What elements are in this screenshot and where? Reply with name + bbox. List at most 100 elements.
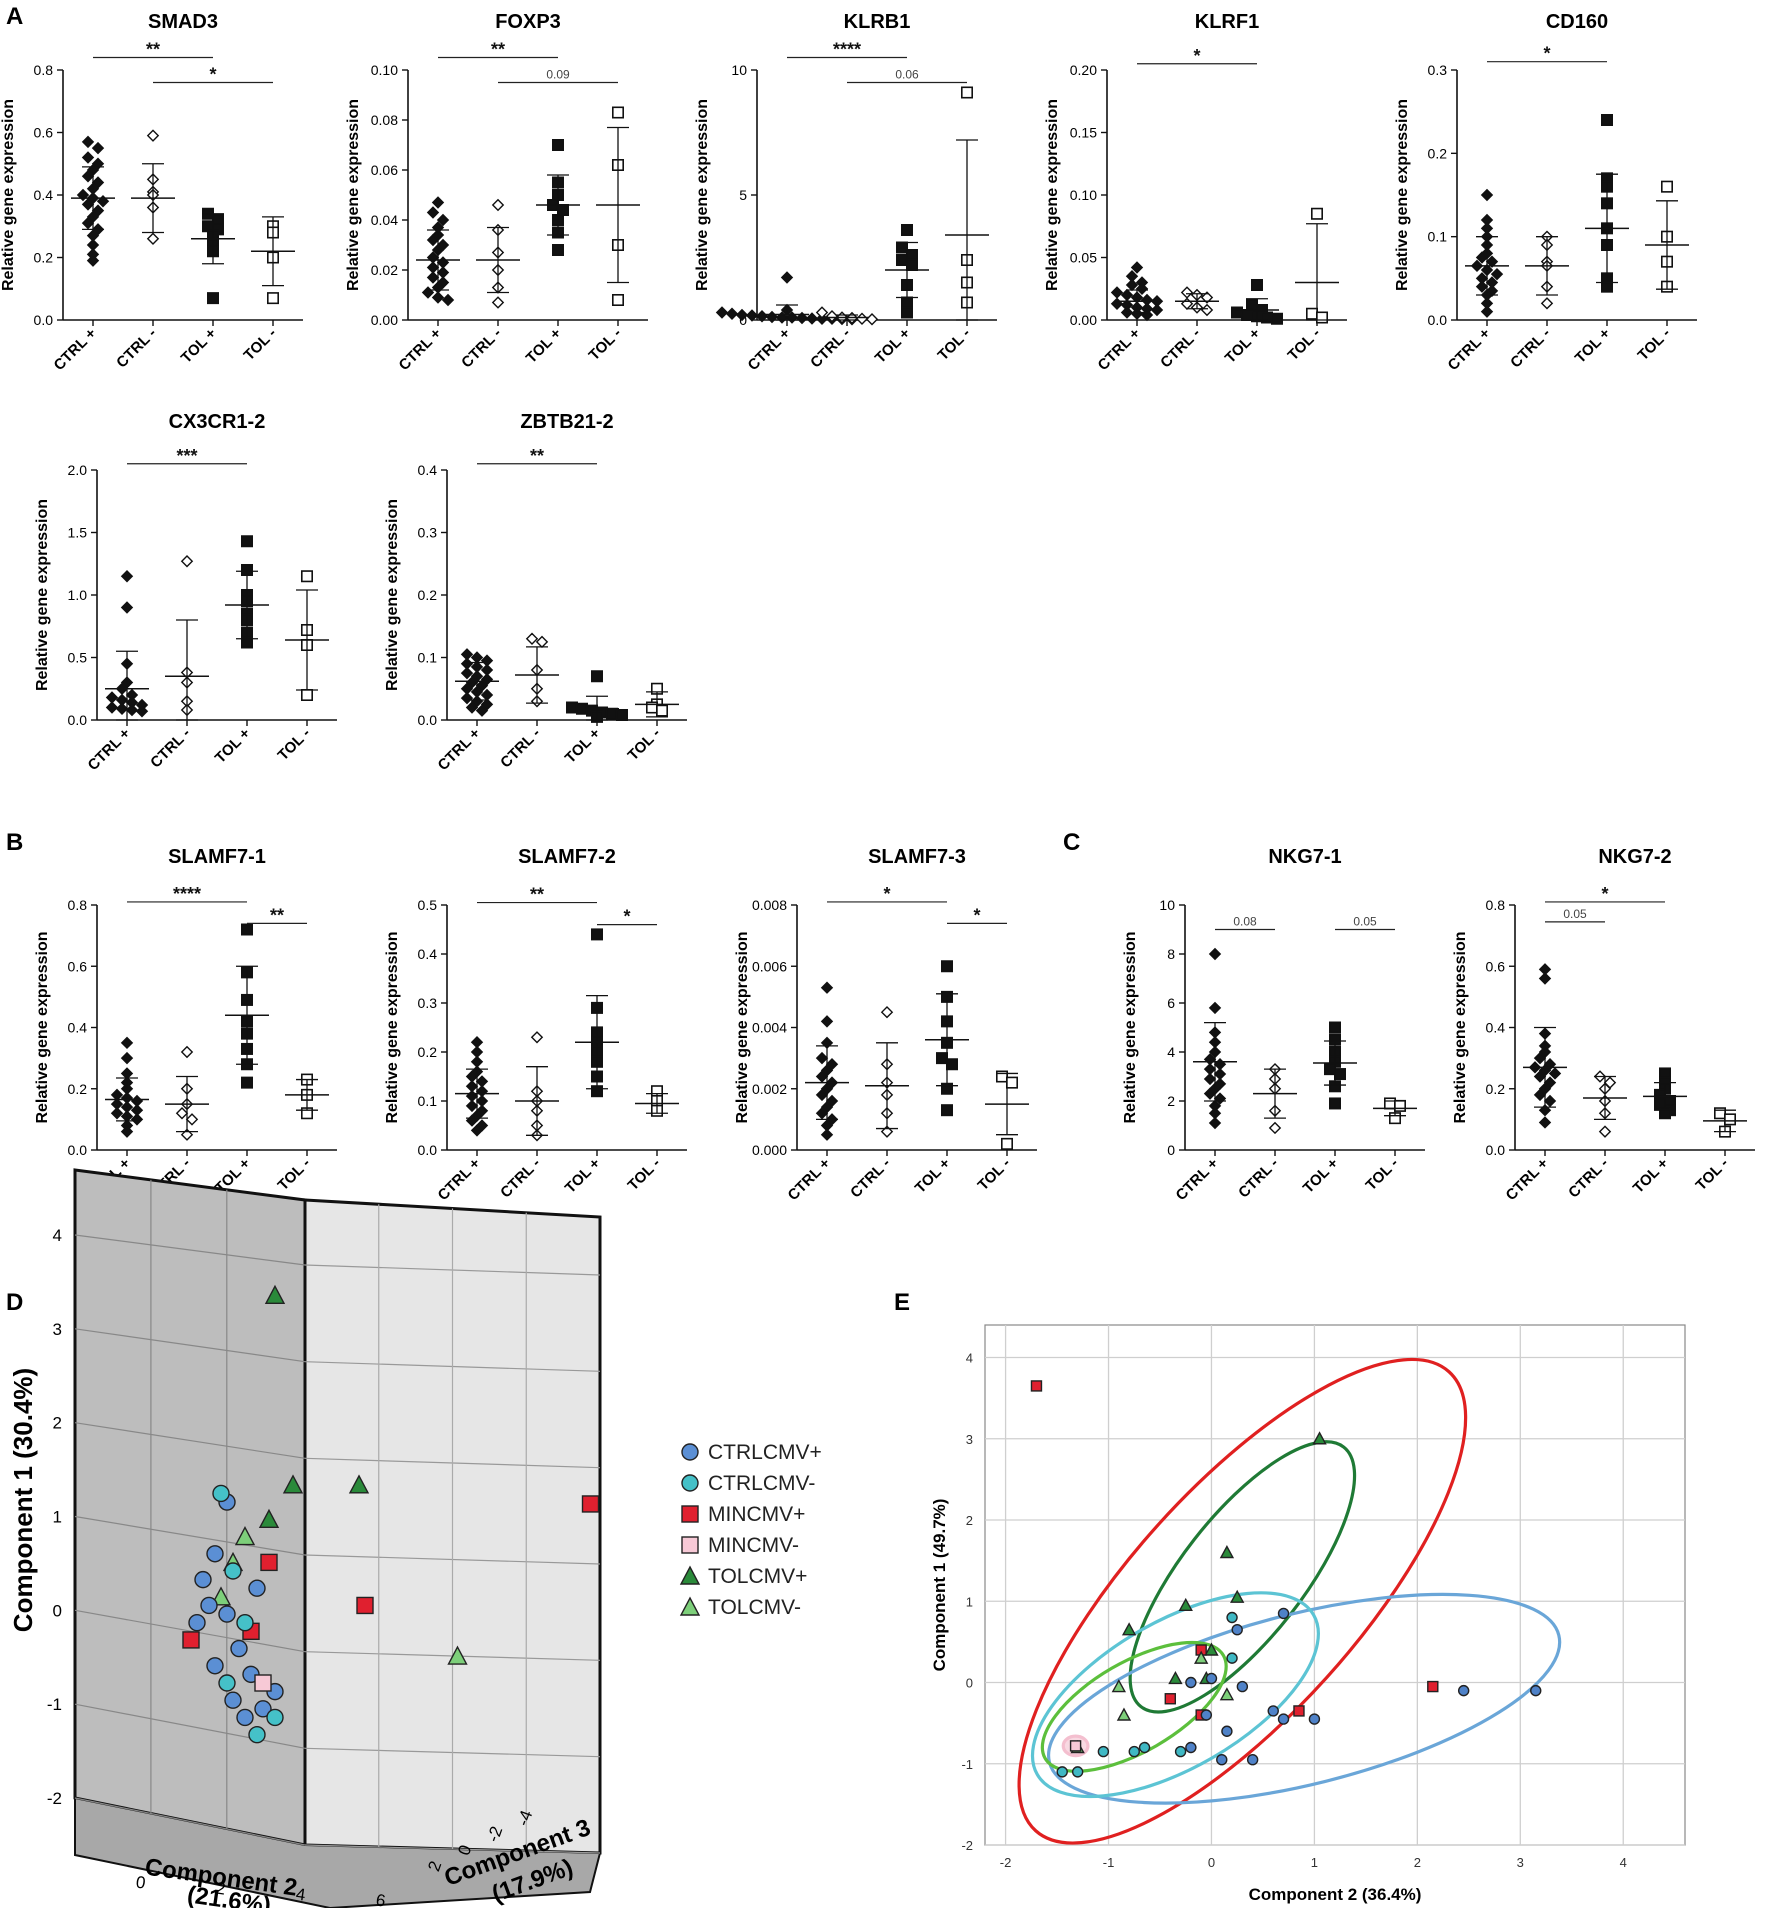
chart-title: CX3CR1-2 — [169, 411, 266, 433]
data-point — [551, 139, 564, 152]
y-tick-label: 0 — [966, 1676, 973, 1691]
y-tick-label: 0.04 — [371, 212, 398, 228]
data-point — [960, 86, 973, 99]
data-point — [1231, 306, 1244, 319]
legend-label: CTRLCMV- — [708, 1472, 815, 1495]
data-point — [105, 691, 119, 704]
data-point — [1069, 1740, 1082, 1752]
data-point — [855, 312, 869, 325]
panel-label-e: E — [894, 1289, 910, 1316]
x-tick-label: 3 — [1517, 1855, 1524, 1870]
significance-label: *** — [176, 446, 197, 466]
y-tick-label: 0.08 — [371, 112, 398, 128]
data-point — [81, 170, 95, 183]
data-point — [81, 198, 95, 211]
data-point — [1548, 1067, 1562, 1080]
dot-plot-slamf7-3: SLAMF7-3 Relative gene expression 0.000 0.0… — [734, 846, 1037, 1204]
data-point — [795, 311, 809, 325]
data-point — [120, 1125, 134, 1138]
data-point — [679, 1596, 701, 1616]
data-point — [491, 198, 505, 212]
y-tick-label: 0.6 — [68, 958, 88, 974]
data-point — [1308, 1713, 1321, 1725]
data-point — [224, 1691, 242, 1709]
data-point — [611, 106, 624, 119]
data-point — [146, 232, 160, 245]
significance-label: * — [1601, 884, 1608, 904]
data-point — [1329, 1097, 1342, 1110]
data-point — [900, 306, 913, 319]
y-axis-label: Relative gene expression — [1394, 99, 1411, 291]
grid-line — [74, 1515, 306, 1556]
y-tick-label: 3 — [966, 1432, 973, 1447]
x-tick-label: CTRL + — [1503, 1155, 1552, 1204]
data-point — [1178, 1597, 1193, 1612]
data-point — [1110, 286, 1124, 299]
data-point — [1130, 261, 1144, 274]
data-point — [236, 1708, 254, 1727]
data-point — [1601, 114, 1614, 127]
y-tick-label: 1 — [966, 1594, 973, 1609]
axis-tick-label: -2 — [483, 1824, 506, 1845]
dot-plot-smad3: SMAD3 Relative gene expression 0.0 0.2 0.4 0.… — [0, 11, 303, 374]
y-tick-label: 0.10 — [371, 62, 398, 78]
data-point — [895, 241, 908, 254]
y-tick-label: 0 — [1167, 1142, 1175, 1158]
y-tick-label: 0.008 — [752, 897, 787, 913]
x-tick-label: TOL + — [1572, 325, 1614, 367]
x-tick-label: TOL - — [974, 1155, 1013, 1194]
data-point — [491, 296, 505, 309]
data-point — [1293, 1705, 1305, 1717]
significance-label: 0.08 — [1233, 915, 1257, 929]
data-point — [254, 1674, 272, 1692]
x-tick-label: CTRL - — [847, 1155, 894, 1202]
axis-tick-label: -2 — [47, 1789, 62, 1808]
dot-plot-nkg7-2: NKG7-2 Relative gene expression 0.0 0.2 0.4 0… — [1452, 846, 1755, 1204]
x-tick-label: CTRL + — [85, 725, 134, 774]
y-tick-label: 0.3 — [1428, 62, 1448, 78]
y-tick-label: 0.8 — [1486, 897, 1506, 913]
y-tick-label: 6 — [1167, 995, 1175, 1011]
y-tick-label: 0.4 — [418, 462, 438, 478]
data-point — [1208, 947, 1222, 961]
data-point — [935, 1052, 948, 1065]
data-point — [194, 1570, 212, 1589]
y-axis-label: Relative gene expression — [694, 99, 711, 291]
y-tick-label: 0.002 — [752, 1081, 787, 1097]
data-point — [81, 216, 95, 230]
data-point — [436, 213, 450, 227]
data-point — [1226, 1611, 1238, 1624]
legend-label: TOLCMV+ — [708, 1565, 807, 1588]
data-point — [348, 1474, 370, 1494]
y-tick-label: 8 — [1167, 946, 1175, 962]
data-point — [441, 293, 455, 307]
x-tick-label: -2 — [1000, 1855, 1012, 1870]
data-point — [120, 1051, 134, 1065]
data-point — [1185, 1741, 1197, 1754]
x-tick-label: CTRL - — [1565, 1155, 1612, 1202]
data-point — [1334, 1068, 1347, 1081]
data-point — [241, 1076, 254, 1089]
x-tick-label: TOL - — [1634, 325, 1673, 364]
y-tick-label: 0.0 — [1428, 312, 1448, 328]
data-point — [815, 1107, 829, 1120]
x-tick-label: -1 — [1103, 1855, 1115, 1870]
y-tick-label: 4 — [966, 1351, 973, 1366]
significance-label: * — [1193, 46, 1200, 66]
y-tick-label: 0.0 — [1486, 1142, 1506, 1158]
data-point — [1241, 308, 1254, 321]
significance-label: ** — [530, 446, 544, 466]
data-point — [120, 1036, 134, 1050]
y-tick-label: 0.10 — [1070, 187, 1097, 203]
data-point — [590, 670, 603, 683]
y-tick-label: -1 — [961, 1757, 973, 1772]
x-tick-label: TOL + — [1630, 1155, 1672, 1197]
y-tick-label: 0.006 — [752, 958, 787, 974]
left-wall — [73, 1168, 307, 1847]
chart-title: CD160 — [1546, 11, 1608, 33]
significance-label: ** — [491, 40, 505, 60]
data-point — [180, 1128, 194, 1141]
data-point — [1219, 1545, 1235, 1559]
y-tick-label: 0.05 — [1070, 250, 1097, 266]
data-point — [940, 1104, 953, 1117]
